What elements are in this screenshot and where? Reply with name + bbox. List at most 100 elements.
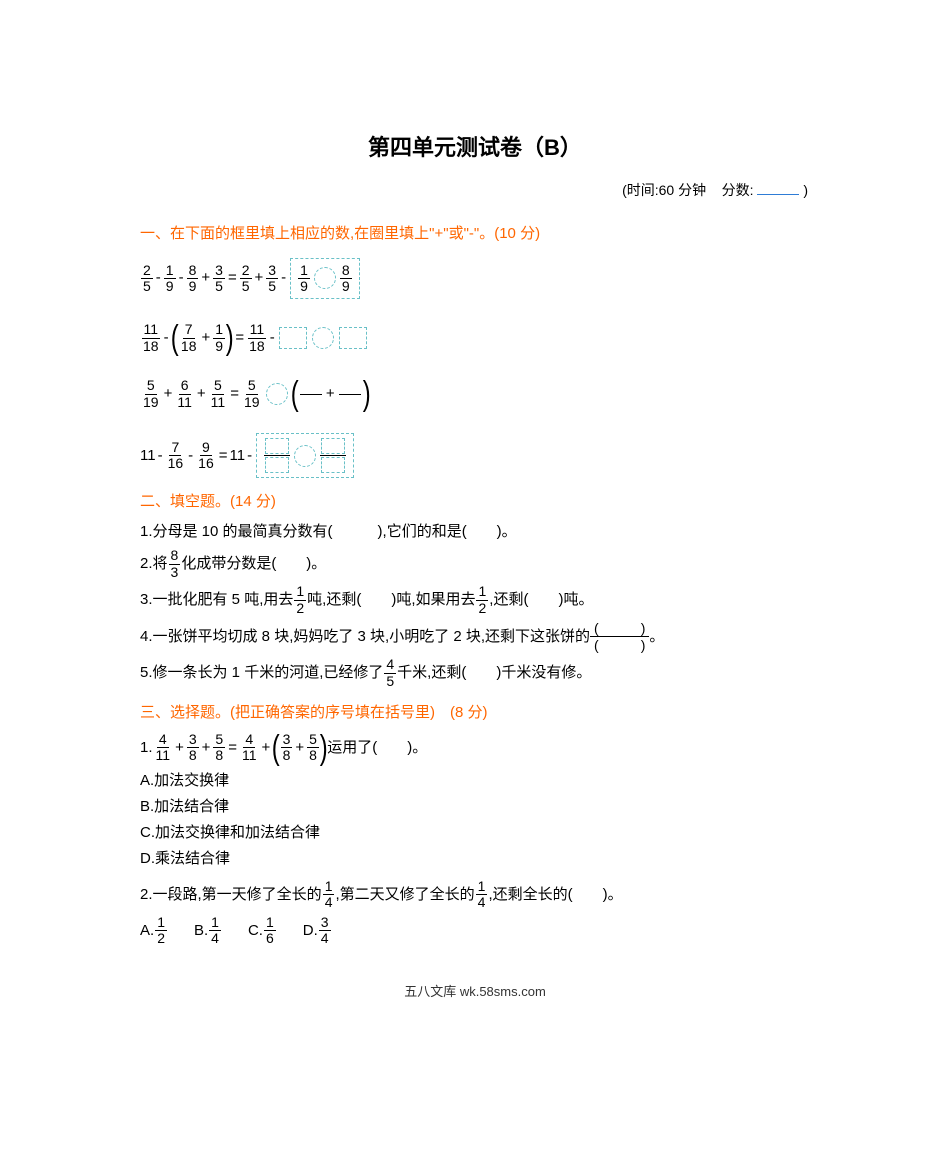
d: 2	[294, 601, 306, 616]
d: 6	[264, 931, 276, 946]
section3-head: 三、选择题。(把正确答案的序号填在括号里) (8 分)	[140, 701, 810, 725]
d: 19	[141, 395, 161, 410]
n: 1	[213, 322, 225, 338]
page-title: 第四单元测试卷（B）	[140, 130, 810, 165]
s3q1-optD[interactable]: D.乘法结合律	[140, 847, 810, 871]
s3q1: 1. 411 + 38 + 58 = 411 + ( 38 + 58 ) 运用了…	[140, 731, 810, 765]
d: 5	[384, 674, 396, 689]
n: 11	[248, 322, 267, 338]
d: 4	[476, 895, 488, 910]
op-circle-blank[interactable]	[314, 267, 336, 289]
d: 8	[187, 748, 199, 763]
n: 5	[307, 732, 319, 748]
n: 5	[212, 378, 224, 394]
meta-line: (时间:60 分钟 分数: )	[140, 179, 810, 201]
n: 9	[200, 440, 212, 456]
s2q1: 1.分母是 10 的最简真分数有( ),它们的和是( )。	[140, 520, 810, 544]
n: 11	[142, 322, 161, 338]
n: 5	[246, 378, 258, 394]
d: 18	[179, 339, 199, 354]
n: 7	[169, 440, 181, 456]
eq3: 519 + 611 + 511 = 519 ( + )	[140, 377, 810, 411]
n: 7	[183, 322, 195, 338]
n: 8	[340, 263, 352, 279]
n: 1	[164, 263, 176, 279]
d: 16	[166, 456, 186, 471]
blank-box[interactable]	[339, 327, 367, 349]
s3q2-optC[interactable]: C. 16	[248, 915, 277, 947]
d: 9	[298, 279, 310, 294]
d: 18	[247, 339, 267, 354]
d: 16	[196, 456, 216, 471]
n: 2	[141, 263, 153, 279]
dashed-bracket[interactable]: 19 89	[290, 258, 360, 300]
footer-text: 五八文库 wk.58sms.com	[140, 982, 810, 1003]
d: 5	[213, 279, 225, 294]
n: 5	[213, 732, 225, 748]
d: 2	[476, 601, 488, 616]
d: 9	[213, 339, 225, 354]
s3q1-optC[interactable]: C.加法交换律和加法结合律	[140, 821, 810, 845]
n: 1	[155, 915, 167, 931]
d: 5	[141, 279, 153, 294]
blank-fraction[interactable]	[264, 438, 290, 473]
dashed-bracket[interactable]	[256, 433, 354, 478]
n: 1	[209, 915, 221, 931]
section1-head: 一、在下面的框里填上相应的数,在圈里填上"+"或"-"。(10 分)	[140, 222, 810, 246]
n: 2	[240, 263, 252, 279]
n: 3	[213, 263, 225, 279]
n: 1	[323, 879, 335, 895]
n: 8	[187, 263, 199, 279]
meta-close: )	[803, 182, 808, 198]
s3q1-optB[interactable]: B.加法结合律	[140, 795, 810, 819]
d: 3	[169, 565, 181, 580]
n: 6	[179, 378, 191, 394]
n: 8	[169, 548, 181, 564]
time-label: (时间:60 分钟	[622, 182, 706, 198]
op-circle-blank[interactable]	[294, 445, 316, 467]
s3q1-optA[interactable]: A.加法交换律	[140, 769, 810, 793]
s3q2-optA[interactable]: A. 12	[140, 915, 168, 947]
d: 8	[281, 748, 293, 763]
plus: +	[326, 382, 335, 406]
d: 11	[240, 748, 259, 763]
blank-line[interactable]	[300, 394, 322, 395]
section2-head: 二、填空题。(14 分)	[140, 490, 810, 514]
s2q2: 2.将 83 化成带分数是( )。	[140, 548, 810, 580]
op-circle-blank[interactable]	[312, 327, 334, 349]
eq1: 25 - 19 - 89 + 35 = 25 + 35 - 19 89	[140, 258, 810, 300]
d: 8	[307, 748, 319, 763]
eleven: 11	[230, 444, 246, 468]
n: 4	[243, 732, 255, 748]
d: 4	[323, 895, 335, 910]
blank-fraction[interactable]	[320, 438, 346, 473]
d: 19	[242, 395, 262, 410]
d: 11	[209, 395, 228, 410]
blank-line[interactable]	[339, 394, 361, 395]
n: 1	[294, 584, 306, 600]
blank-box[interactable]	[279, 327, 307, 349]
d: 4	[209, 931, 221, 946]
s2q3: 3.一批化肥有 5 吨,用去 12 吨,还剩( )吨,如果用去 12 ,还剩( …	[140, 584, 810, 616]
s3q2: 2.一段路,第一天修了全长的 14 ,第二天又修了全长的 14 ,还剩全长的( …	[140, 879, 810, 911]
s3q2-optB[interactable]: B. 14	[194, 915, 222, 947]
d: 4	[319, 931, 331, 946]
eq4: 11 - 716 - 916 = 11 -	[140, 433, 810, 478]
n: 1	[298, 263, 310, 279]
n: 3	[319, 915, 331, 931]
d: 8	[213, 748, 225, 763]
d: 2	[155, 931, 167, 946]
d: 11	[175, 395, 194, 410]
eq2: 1118 - ( 718 + 19 ) = 1118 -	[140, 321, 810, 355]
d: 18	[141, 339, 161, 354]
n: 3	[281, 732, 293, 748]
n: 3	[266, 263, 278, 279]
score-blank[interactable]	[757, 194, 799, 195]
blank-fraction-paren[interactable]: ( ) ( )	[590, 620, 649, 653]
n: 4	[157, 732, 169, 748]
n: 4	[384, 657, 396, 673]
n: 3	[187, 732, 199, 748]
s3q2-optD[interactable]: D. 34	[303, 915, 332, 947]
op-circle-blank[interactable]	[266, 383, 288, 405]
score-label: 分数:	[722, 182, 754, 198]
